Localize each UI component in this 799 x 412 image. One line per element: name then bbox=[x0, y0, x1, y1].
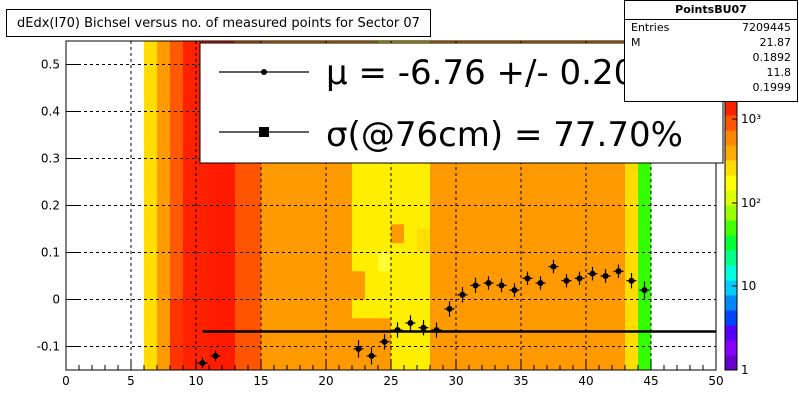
colorbar-segment bbox=[725, 175, 737, 191]
data-point bbox=[368, 352, 375, 359]
data-point bbox=[615, 268, 622, 275]
stats-value: 7209445 bbox=[742, 21, 791, 34]
data-point bbox=[446, 305, 453, 312]
colorbar-segment bbox=[725, 115, 737, 131]
stats-value: 0.1892 bbox=[752, 51, 792, 64]
colorbar-segment bbox=[725, 190, 737, 206]
x-tick-label: 0 bbox=[62, 374, 70, 388]
colorbar-label: 10³ bbox=[741, 112, 761, 126]
data-point bbox=[576, 275, 583, 282]
data-point bbox=[394, 327, 401, 334]
stats-name: PointsBU07 bbox=[625, 1, 797, 20]
y-tick-label: 0.5 bbox=[41, 58, 60, 72]
data-point bbox=[641, 287, 648, 294]
y-tick-label: 0 bbox=[52, 293, 60, 307]
data-point bbox=[459, 291, 466, 298]
stats-row: 0.1999 bbox=[625, 80, 797, 95]
data-point bbox=[433, 327, 440, 334]
data-point bbox=[550, 263, 557, 270]
data-point bbox=[602, 273, 609, 279]
x-tick-label: 40 bbox=[578, 374, 593, 388]
heatmap-cell bbox=[391, 224, 404, 244]
data-point bbox=[511, 287, 518, 294]
colorbar-segment bbox=[725, 145, 737, 161]
stats-row: 11.8 bbox=[625, 65, 797, 80]
y-tick-label: 0.3 bbox=[41, 152, 60, 166]
colorbar-segment bbox=[725, 325, 737, 341]
colorbar-segment bbox=[725, 265, 737, 281]
stats-row: M 21.87 bbox=[625, 35, 797, 50]
x-tick-label: 35 bbox=[513, 374, 528, 388]
data-point bbox=[498, 282, 505, 289]
colorbar-segment bbox=[725, 220, 737, 236]
chart-title: dEdx(I70) Bichsel versus no. of measured… bbox=[6, 9, 431, 37]
legend-mu-text: μ = -6.76 +/- 0.20 % bbox=[326, 53, 678, 93]
data-point bbox=[407, 320, 414, 326]
stats-value: 21.87 bbox=[759, 36, 792, 49]
stats-row: Entries 7209445 bbox=[625, 20, 797, 35]
x-tick-label: 45 bbox=[643, 374, 658, 388]
colorbar-segment bbox=[725, 355, 737, 371]
colorbar-segment bbox=[725, 235, 737, 251]
heatmap-cell bbox=[417, 229, 430, 253]
colorbar-label: 10 bbox=[741, 279, 756, 293]
colorbar-segment bbox=[725, 295, 737, 311]
data-point bbox=[524, 275, 531, 282]
legend-mu-marker bbox=[261, 69, 267, 75]
data-point bbox=[628, 277, 635, 284]
colorbar-segment bbox=[725, 160, 737, 176]
colorbar-segment bbox=[725, 340, 737, 356]
data-point bbox=[381, 338, 388, 345]
colorbar-segment bbox=[725, 100, 737, 116]
x-tick-label: 10 bbox=[188, 374, 203, 388]
heatmap-cell bbox=[170, 299, 183, 370]
data-point bbox=[420, 324, 427, 331]
data-point bbox=[199, 359, 206, 366]
data-point bbox=[537, 280, 544, 287]
stats-value: 0.1999 bbox=[752, 81, 792, 94]
colorbar-label: 1 bbox=[741, 363, 749, 377]
colorbar-segment bbox=[725, 130, 737, 146]
y-tick-label: -0.1 bbox=[37, 340, 60, 354]
x-tick-label: 5 bbox=[127, 374, 135, 388]
heatmap-cell bbox=[352, 271, 365, 300]
data-point bbox=[355, 345, 362, 352]
x-tick-label: 15 bbox=[253, 374, 268, 388]
x-tick-label: 25 bbox=[383, 374, 398, 388]
stats-value: 11.8 bbox=[766, 66, 792, 79]
colorbar-segment bbox=[725, 310, 737, 326]
y-tick-label: 0.4 bbox=[41, 105, 60, 119]
colorbar-label: 10² bbox=[741, 196, 761, 210]
data-point bbox=[472, 282, 479, 289]
y-tick-label: 0.2 bbox=[41, 199, 60, 213]
legend-sigma-marker bbox=[259, 127, 269, 137]
legend-sigma-text: σ(@76cm) = 77.70% bbox=[326, 115, 683, 155]
x-tick-label: 50 bbox=[708, 374, 723, 388]
data-point bbox=[485, 280, 492, 287]
data-point bbox=[589, 270, 596, 277]
colorbar-segment bbox=[725, 280, 737, 296]
x-tick-label: 20 bbox=[318, 374, 333, 388]
stats-label: M bbox=[631, 36, 641, 49]
data-point bbox=[563, 277, 570, 284]
colorbar-segment bbox=[725, 205, 737, 221]
colorbar-segment bbox=[725, 250, 737, 266]
stats-box: PointsBU07 Entries 7209445 M 21.87 0.189… bbox=[624, 0, 798, 102]
data-point bbox=[212, 352, 219, 359]
x-tick-label: 30 bbox=[448, 374, 463, 388]
heatmap-cell bbox=[378, 252, 391, 272]
stats-row: 0.1892 bbox=[625, 50, 797, 65]
y-tick-label: 0.1 bbox=[41, 246, 60, 260]
stats-label: Entries bbox=[631, 21, 670, 34]
